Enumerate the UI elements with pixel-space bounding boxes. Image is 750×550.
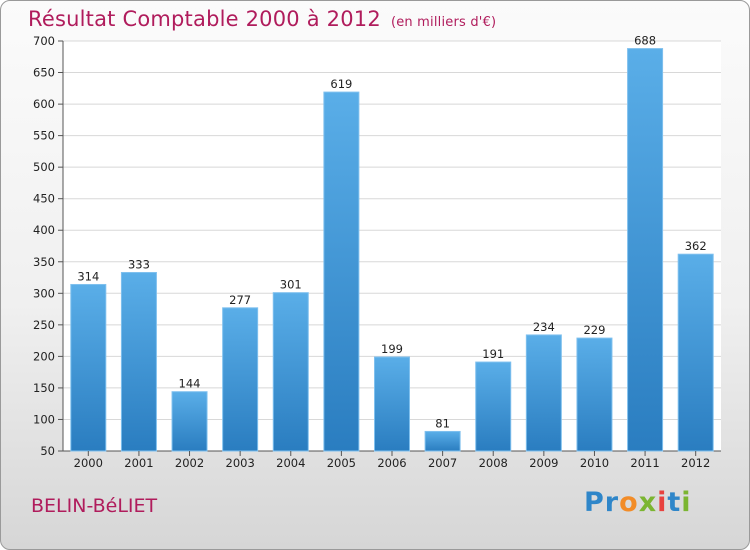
chart-title: Résultat Comptable 2000 à 2012 (en millie…	[28, 7, 496, 31]
bar-2010	[576, 337, 613, 452]
value-label-2012: 362	[685, 239, 707, 253]
x-tick-label-2004: 2004	[276, 456, 305, 470]
bar-2006	[374, 356, 410, 452]
bar-2011	[627, 48, 664, 452]
x-tick-label-2003: 2003	[226, 456, 255, 470]
value-label-2006: 199	[381, 342, 403, 356]
y-tick-label: 200	[33, 349, 55, 363]
y-tick-label: 350	[33, 255, 55, 269]
bar-2007	[424, 430, 461, 452]
x-tick-label-2007: 2007	[428, 456, 457, 470]
y-tick-label: 250	[33, 318, 55, 332]
y-tick-label: 400	[33, 223, 55, 237]
y-tick-label: 600	[33, 97, 55, 111]
y-tick-label: 700	[33, 34, 55, 48]
x-tick-label-2009: 2009	[529, 456, 558, 470]
value-label-2010: 229	[583, 323, 605, 337]
value-label-2001: 333	[128, 257, 150, 271]
bar-2003	[222, 307, 259, 452]
bar-2008	[475, 361, 512, 452]
commune-name: BELIN-BéLIET	[31, 495, 158, 517]
x-tick-label-2011: 2011	[630, 456, 659, 470]
chart-title-text: Résultat Comptable 2000 à 2012	[28, 7, 381, 31]
value-label-2011: 688	[634, 34, 656, 48]
bar-2002	[171, 391, 208, 452]
value-label-2002: 144	[179, 377, 201, 391]
x-tick-label-2005: 2005	[327, 456, 356, 470]
y-tick-label: 100	[33, 412, 55, 426]
x-tick-label-2001: 2001	[124, 456, 153, 470]
y-tick-label: 150	[33, 381, 55, 395]
x-tick-label-2006: 2006	[377, 456, 406, 470]
y-tick-label: 500	[33, 160, 55, 174]
x-tick-label-2008: 2008	[479, 456, 508, 470]
bar-2000	[70, 283, 107, 452]
bar-2012	[677, 253, 714, 452]
x-tick-label-2000: 2000	[74, 456, 103, 470]
value-label-2007: 81	[435, 416, 450, 430]
bar-2004	[272, 292, 309, 452]
y-tick-label: 450	[33, 192, 55, 206]
x-tick-label-2010: 2010	[580, 456, 609, 470]
x-tick-label-2002: 2002	[175, 456, 204, 470]
bar-2005	[323, 91, 360, 452]
bar-2009	[525, 334, 562, 452]
x-tick-label-2012: 2012	[681, 456, 710, 470]
chart-unit: (en milliers d'€)	[390, 15, 497, 30]
value-label-2000: 314	[77, 269, 99, 283]
bar-2001	[120, 271, 157, 452]
y-tick-label: 300	[33, 286, 55, 300]
proxiti-logo: Proxiti	[584, 487, 692, 518]
value-label-2005: 619	[330, 77, 352, 91]
value-label-2004: 301	[280, 278, 302, 292]
value-label-2009: 234	[533, 320, 555, 334]
value-label-2008: 191	[482, 347, 504, 361]
y-tick-label: 650	[33, 66, 55, 80]
y-tick-label: 50	[40, 444, 55, 458]
y-tick-label: 550	[33, 129, 55, 143]
value-label-2003: 277	[229, 293, 251, 307]
